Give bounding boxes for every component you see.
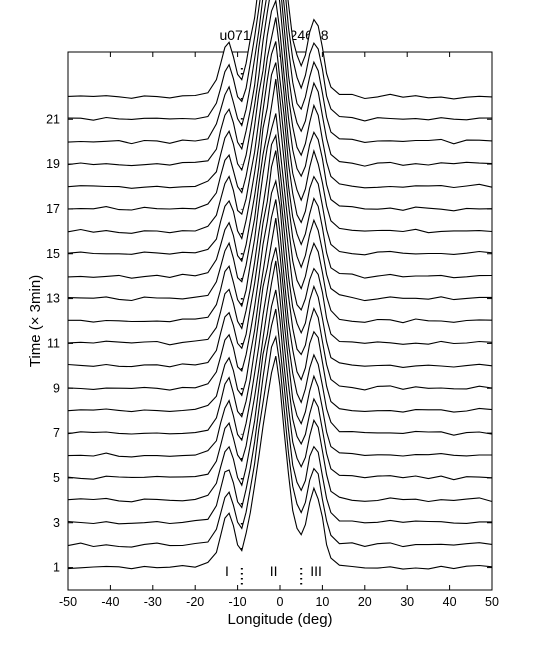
- component-label: III: [310, 563, 322, 579]
- component-label: I: [225, 563, 229, 579]
- y-tick-label: 19: [46, 157, 60, 171]
- y-tick-label: 21: [46, 112, 60, 126]
- x-tick-label: -20: [186, 595, 204, 609]
- x-axis-ticks: -50 -40 -30 -20 -10 0 10 20 30 40 50: [59, 52, 499, 609]
- y-tick-label: 11: [47, 336, 60, 350]
- x-tick-label: 30: [400, 595, 414, 609]
- profile-traces: [67, 0, 493, 570]
- y-tick-label: 17: [46, 202, 60, 216]
- y-tick-label: 9: [53, 381, 60, 395]
- component-label: II: [270, 563, 278, 579]
- y-axis-label: Time (× 3min): [27, 275, 44, 367]
- y-tick-label: 7: [53, 426, 60, 440]
- component-labels: I II III: [225, 563, 322, 579]
- x-tick-label: -40: [101, 595, 119, 609]
- y-tick-label: 3: [53, 516, 60, 530]
- x-tick-label: 20: [358, 595, 372, 609]
- x-tick-label: 10: [315, 595, 329, 609]
- profile-line: [67, 355, 493, 570]
- x-tick-label: 40: [443, 595, 457, 609]
- y-tick-label: 1: [53, 561, 60, 575]
- y-tick-label: 13: [46, 292, 60, 306]
- x-tick-label: -10: [229, 595, 247, 609]
- x-tick-label: 0: [277, 595, 284, 609]
- y-tick-label: 5: [53, 471, 60, 485]
- x-tick-label: -30: [144, 595, 162, 609]
- plot-area: I II III: [67, 0, 493, 591]
- x-tick-label: -50: [59, 595, 77, 609]
- x-tick-label: 50: [485, 595, 499, 609]
- x-axis-label: Longitude (deg): [227, 611, 332, 628]
- y-tick-label: 15: [46, 247, 60, 261]
